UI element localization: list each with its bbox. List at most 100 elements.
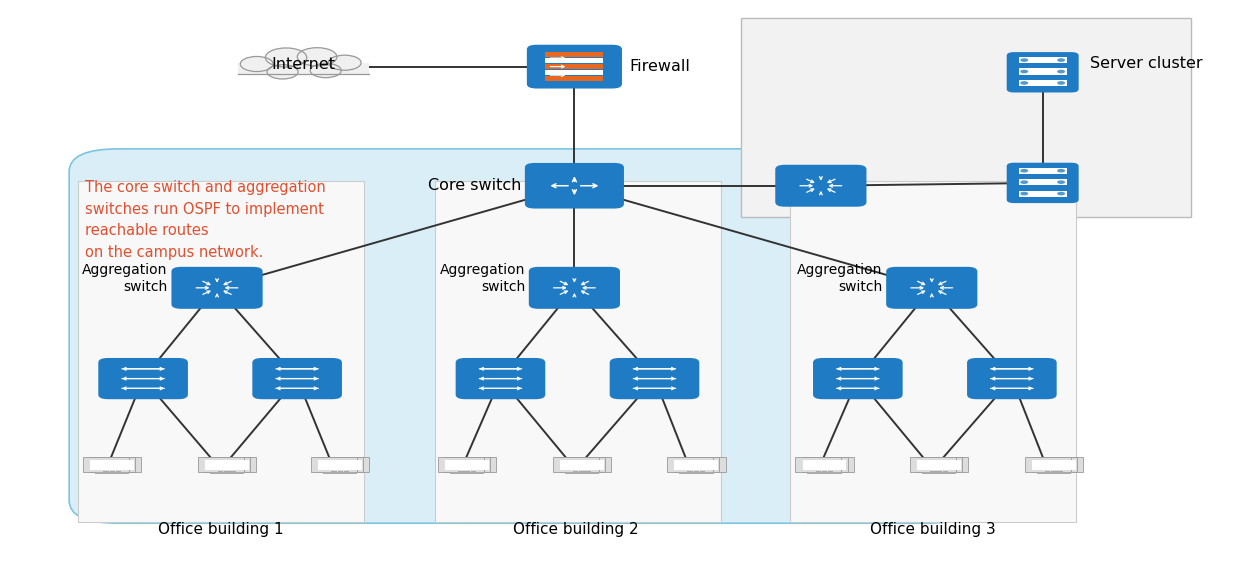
FancyBboxPatch shape: [929, 461, 962, 470]
Circle shape: [1057, 169, 1065, 173]
FancyBboxPatch shape: [687, 471, 693, 473]
Circle shape: [1057, 70, 1065, 74]
FancyBboxPatch shape: [802, 457, 848, 472]
Circle shape: [266, 48, 307, 67]
FancyBboxPatch shape: [438, 457, 485, 472]
FancyBboxPatch shape: [95, 457, 141, 472]
Circle shape: [310, 63, 341, 78]
FancyBboxPatch shape: [96, 461, 129, 470]
FancyBboxPatch shape: [807, 473, 829, 474]
FancyBboxPatch shape: [565, 473, 587, 474]
FancyBboxPatch shape: [218, 461, 248, 470]
FancyBboxPatch shape: [916, 457, 962, 472]
FancyBboxPatch shape: [1006, 162, 1079, 203]
FancyBboxPatch shape: [471, 471, 476, 473]
Circle shape: [1020, 81, 1028, 85]
Circle shape: [329, 55, 361, 70]
FancyBboxPatch shape: [450, 473, 472, 474]
FancyBboxPatch shape: [116, 471, 121, 473]
FancyBboxPatch shape: [691, 473, 713, 474]
FancyBboxPatch shape: [808, 457, 854, 472]
FancyBboxPatch shape: [319, 461, 350, 470]
FancyBboxPatch shape: [1057, 471, 1063, 473]
FancyBboxPatch shape: [609, 358, 700, 399]
FancyBboxPatch shape: [917, 461, 949, 470]
FancyBboxPatch shape: [545, 64, 603, 70]
Text: Server cluster: Server cluster: [1090, 56, 1203, 71]
FancyBboxPatch shape: [545, 52, 603, 57]
FancyBboxPatch shape: [110, 471, 115, 473]
FancyBboxPatch shape: [928, 473, 950, 474]
FancyBboxPatch shape: [813, 473, 836, 474]
FancyBboxPatch shape: [816, 471, 821, 473]
FancyBboxPatch shape: [1043, 473, 1064, 474]
FancyBboxPatch shape: [456, 473, 478, 474]
FancyBboxPatch shape: [331, 461, 362, 470]
FancyBboxPatch shape: [700, 471, 706, 473]
FancyBboxPatch shape: [1018, 57, 1067, 63]
FancyBboxPatch shape: [218, 471, 224, 473]
Text: Office building 3: Office building 3: [870, 523, 996, 538]
FancyBboxPatch shape: [1044, 471, 1051, 473]
FancyBboxPatch shape: [78, 181, 363, 522]
FancyBboxPatch shape: [1051, 471, 1057, 473]
FancyBboxPatch shape: [451, 461, 483, 470]
FancyBboxPatch shape: [790, 181, 1077, 522]
FancyBboxPatch shape: [566, 461, 597, 470]
FancyBboxPatch shape: [1037, 473, 1059, 474]
Circle shape: [1057, 58, 1065, 62]
FancyBboxPatch shape: [69, 149, 975, 523]
FancyBboxPatch shape: [90, 461, 122, 470]
FancyBboxPatch shape: [172, 267, 262, 309]
Circle shape: [1020, 169, 1028, 173]
Circle shape: [1057, 81, 1065, 85]
FancyBboxPatch shape: [1038, 461, 1069, 470]
FancyBboxPatch shape: [237, 63, 368, 75]
FancyBboxPatch shape: [922, 457, 968, 472]
Text: The core switch and aggregation
switches run OSPF to implement
reachable routes
: The core switch and aggregation switches…: [85, 180, 326, 260]
FancyBboxPatch shape: [943, 471, 948, 473]
Circle shape: [1057, 192, 1065, 196]
Text: Internet: Internet: [271, 56, 335, 71]
FancyBboxPatch shape: [680, 457, 726, 472]
FancyBboxPatch shape: [693, 471, 700, 473]
FancyBboxPatch shape: [545, 76, 603, 82]
FancyBboxPatch shape: [337, 471, 344, 473]
FancyBboxPatch shape: [1006, 52, 1079, 92]
FancyBboxPatch shape: [465, 471, 470, 473]
FancyBboxPatch shape: [204, 457, 250, 472]
FancyBboxPatch shape: [1044, 461, 1075, 470]
FancyBboxPatch shape: [211, 461, 242, 470]
FancyBboxPatch shape: [108, 473, 130, 474]
FancyBboxPatch shape: [802, 461, 834, 470]
FancyBboxPatch shape: [435, 181, 721, 522]
Text: Aggregation
switch: Aggregation switch: [797, 263, 883, 295]
FancyBboxPatch shape: [585, 471, 591, 473]
FancyBboxPatch shape: [210, 473, 232, 474]
FancyBboxPatch shape: [667, 457, 713, 472]
Circle shape: [1020, 58, 1028, 62]
FancyBboxPatch shape: [886, 267, 978, 309]
FancyBboxPatch shape: [1018, 179, 1067, 185]
Circle shape: [1057, 180, 1065, 184]
FancyBboxPatch shape: [456, 358, 545, 399]
FancyBboxPatch shape: [1031, 457, 1077, 472]
FancyBboxPatch shape: [450, 457, 497, 472]
FancyBboxPatch shape: [331, 471, 337, 473]
FancyBboxPatch shape: [685, 473, 707, 474]
FancyBboxPatch shape: [545, 70, 603, 75]
FancyBboxPatch shape: [934, 473, 957, 474]
FancyBboxPatch shape: [1018, 168, 1067, 174]
Text: Aggregation
switch: Aggregation switch: [440, 263, 525, 295]
FancyBboxPatch shape: [922, 473, 944, 474]
FancyBboxPatch shape: [675, 461, 706, 470]
Text: Office building 1: Office building 1: [158, 523, 283, 538]
FancyBboxPatch shape: [325, 461, 356, 470]
FancyBboxPatch shape: [578, 471, 585, 473]
FancyBboxPatch shape: [335, 473, 357, 474]
FancyBboxPatch shape: [457, 461, 489, 470]
FancyBboxPatch shape: [198, 457, 243, 472]
FancyBboxPatch shape: [808, 461, 840, 470]
FancyBboxPatch shape: [565, 457, 611, 472]
FancyBboxPatch shape: [1037, 457, 1083, 472]
